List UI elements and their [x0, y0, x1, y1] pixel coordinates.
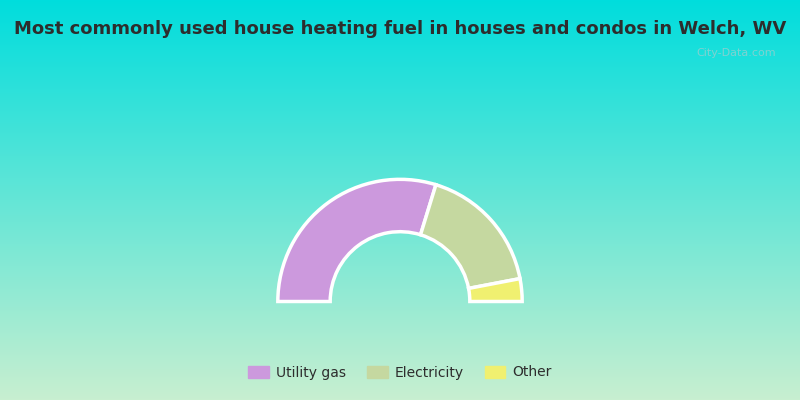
Text: Most commonly used house heating fuel in houses and condos in Welch, WV: Most commonly used house heating fuel in…	[14, 20, 786, 38]
Legend: Utility gas, Electricity, Other: Utility gas, Electricity, Other	[242, 360, 558, 385]
Text: City-Data.com: City-Data.com	[696, 48, 776, 58]
Wedge shape	[421, 185, 520, 288]
Wedge shape	[278, 179, 436, 302]
Wedge shape	[469, 279, 522, 302]
